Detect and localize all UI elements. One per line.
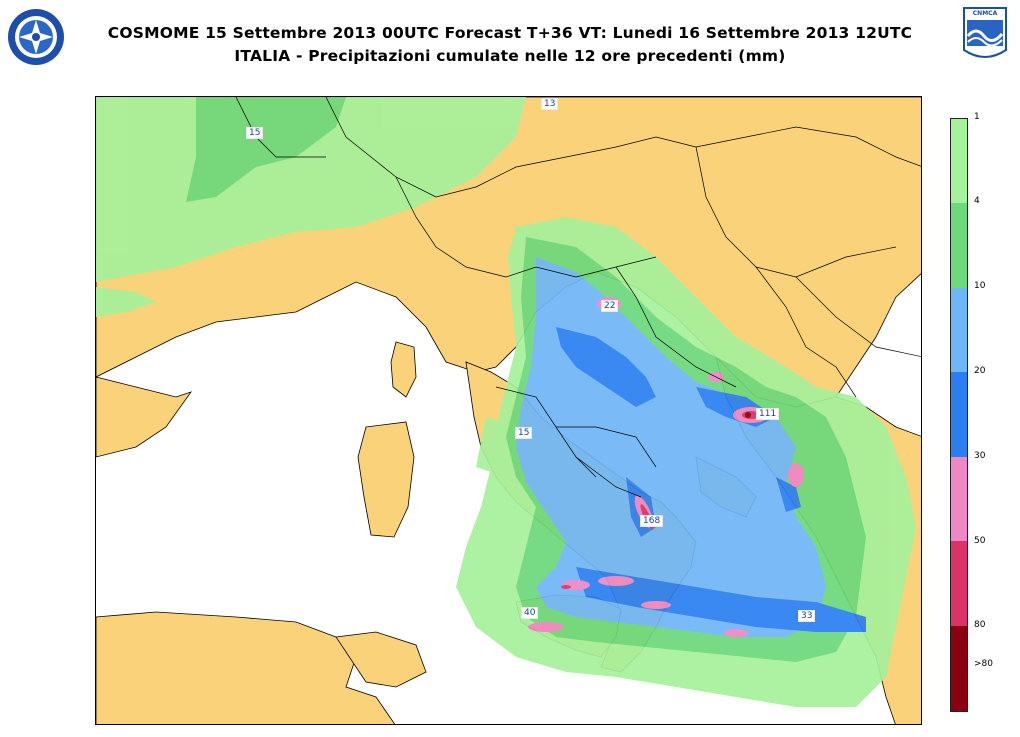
legend-tick-label: 1 [974,112,980,122]
legend-tick-label: >80 [974,659,993,669]
precipitation-legend-colorbar [950,118,968,712]
legend-swatch [951,541,967,626]
legend-swatch [951,626,967,711]
cnmca-logo: CNMCA [962,6,1008,64]
legend-swatch [951,203,967,288]
legend-swatch [951,288,967,372]
cnmca-logo-text: CNMCA [972,10,998,17]
map-value-label: 40 [521,607,539,619]
legend-tick-label: 10 [974,281,986,291]
legend-tick-label: 4 [974,196,980,206]
precipitation-fields [96,97,916,707]
country-borders [235,97,921,498]
map-value-label: 13 [541,98,559,110]
legend-tick-label: 20 [974,366,986,376]
legend-swatch [951,372,967,457]
agency-seal-logo [7,8,65,66]
legend-swatch [951,119,967,203]
legend-tick-label: 50 [974,536,986,546]
map-value-label: 33 [798,610,816,622]
map-value-label: 111 [756,408,780,420]
precipitation-map: 15 13 22 111 15 168 40 33 [95,96,922,725]
map-value-label: 168 [640,515,664,527]
legend-tick-label: 30 [974,451,986,461]
map-value-label: 22 [601,300,619,312]
map-value-label: 15 [246,127,264,139]
legend-swatch [951,457,967,541]
map-title-line2: ITALIA - Precipitazioni cumulate nelle 1… [234,47,786,65]
map-title-line1: COSMOME 15 Settembre 2013 00UTC Forecast… [107,24,913,42]
legend-tick-label: 80 [974,620,986,630]
map-value-label: 15 [515,427,533,439]
map-canvas [96,97,921,724]
